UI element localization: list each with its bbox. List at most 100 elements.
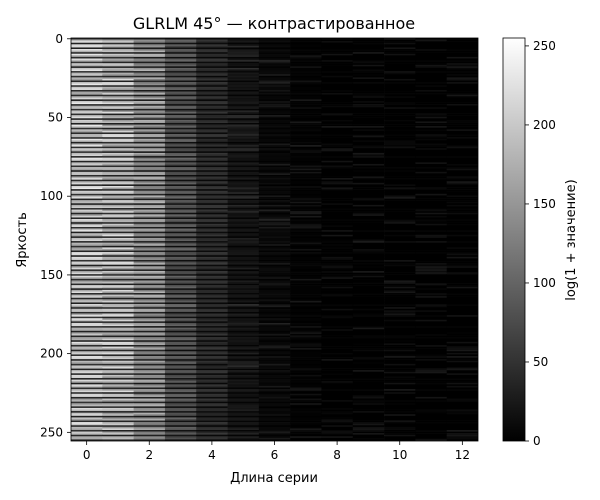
heatmap-cell <box>164 134 197 136</box>
heatmap-cell <box>258 263 291 265</box>
heatmap-cell <box>102 344 134 347</box>
heatmap-cell <box>258 157 291 160</box>
heatmap-cell <box>321 418 354 421</box>
heatmap-cell <box>227 64 260 67</box>
heatmap-cell <box>290 321 322 324</box>
heatmap-cell <box>352 299 385 302</box>
heatmap-cell <box>290 64 322 67</box>
heatmap-cell <box>415 38 447 40</box>
heatmap-cell <box>384 66 416 69</box>
heatmap-cell <box>415 420 447 423</box>
heatmap-cell <box>71 414 103 417</box>
heatmap-cell <box>258 129 291 132</box>
heatmap-cell <box>384 291 416 294</box>
heatmap-cell <box>352 52 385 55</box>
heatmap-cell <box>384 119 416 122</box>
heatmap-cell <box>321 49 354 51</box>
heatmap-cell <box>164 219 197 221</box>
heatmap-cell <box>71 80 103 83</box>
heatmap-cell <box>196 343 228 346</box>
x-axis: 0 2 4 6 8 10 12 <box>83 441 470 462</box>
heatmap-cell <box>290 245 322 248</box>
heatmap-cell <box>290 340 322 343</box>
heatmap-cell <box>446 259 478 262</box>
heatmap-cell <box>196 121 228 124</box>
heatmap-cell <box>384 49 416 51</box>
heatmap-cell <box>227 108 260 111</box>
heatmap-cell <box>415 123 447 125</box>
heatmap-cell <box>258 162 291 165</box>
heatmap-cell <box>446 143 478 146</box>
heatmap-cell <box>227 286 260 289</box>
heatmap-cell <box>164 94 197 97</box>
heatmap-cell <box>102 379 134 382</box>
heatmap-cell <box>352 195 385 198</box>
heatmap-cell <box>384 300 416 303</box>
heatmap-cell <box>258 261 291 264</box>
heatmap-cell <box>352 255 385 258</box>
heatmap-cell <box>384 357 416 360</box>
heatmap-cell <box>290 162 322 165</box>
heatmap-cell <box>352 289 385 292</box>
heatmap-cell <box>258 203 291 206</box>
heatmap-cell <box>164 304 197 306</box>
heatmap-cell <box>384 187 416 190</box>
heatmap-cell <box>415 332 447 335</box>
heatmap-cell <box>196 293 228 295</box>
heatmap-cell <box>321 384 354 387</box>
heatmap-cell <box>196 266 228 269</box>
heatmap-cell <box>446 148 478 151</box>
heatmap-cell <box>258 242 291 245</box>
heatmap-cell <box>102 422 134 424</box>
heatmap-cell <box>352 45 385 48</box>
heatmap-cell <box>321 280 354 283</box>
heatmap-cell <box>290 374 322 377</box>
heatmap-cell <box>164 236 197 239</box>
heatmap-cell <box>415 89 447 92</box>
heatmap-cell <box>71 261 103 264</box>
heatmap-cell <box>164 417 197 420</box>
heatmap-cell <box>164 129 197 132</box>
heatmap-cell <box>258 60 291 62</box>
heatmap-cell <box>71 94 103 97</box>
heatmap-cell <box>352 64 385 67</box>
heatmap-cell <box>102 376 134 379</box>
heatmap-cell <box>258 111 291 114</box>
heatmap-cell <box>415 100 447 103</box>
heatmap-cell <box>446 105 478 108</box>
heatmap-cell <box>415 407 447 410</box>
heatmap-cell <box>321 305 354 308</box>
heatmap-cell <box>102 52 134 55</box>
heatmap-cell <box>415 49 447 51</box>
heatmap-cell <box>164 193 197 196</box>
heatmap-cell <box>415 215 447 218</box>
heatmap-cell <box>384 245 416 248</box>
heatmap-cell <box>290 134 322 136</box>
heatmap-cell <box>258 367 291 369</box>
heatmap-cell <box>446 187 478 190</box>
x-tick-label: 2 <box>145 448 153 462</box>
heatmap-cell <box>446 346 478 349</box>
heatmap-cell <box>196 74 228 77</box>
heatmap-cell <box>384 404 416 407</box>
heatmap-cell <box>164 41 197 44</box>
heatmap-cell <box>227 214 260 217</box>
heatmap-cell <box>321 163 354 166</box>
heatmap-cell <box>164 178 197 180</box>
heatmap-cell <box>446 237 478 240</box>
heatmap-cell <box>133 233 166 236</box>
heatmap-cell <box>352 130 385 133</box>
heatmap-cell <box>446 132 478 135</box>
heatmap-cell <box>321 266 354 269</box>
heatmap-cell <box>227 67 260 70</box>
heatmap-cell <box>258 214 291 217</box>
heatmap-cell <box>352 151 385 154</box>
heatmap-cell <box>102 154 134 157</box>
heatmap-cell <box>196 206 228 209</box>
heatmap-cell <box>321 113 354 116</box>
heatmap-cell <box>164 291 197 294</box>
heatmap-cell <box>290 154 322 157</box>
heatmap-cell <box>321 428 354 431</box>
heatmap-cell <box>258 316 291 319</box>
heatmap-cell <box>415 382 447 385</box>
